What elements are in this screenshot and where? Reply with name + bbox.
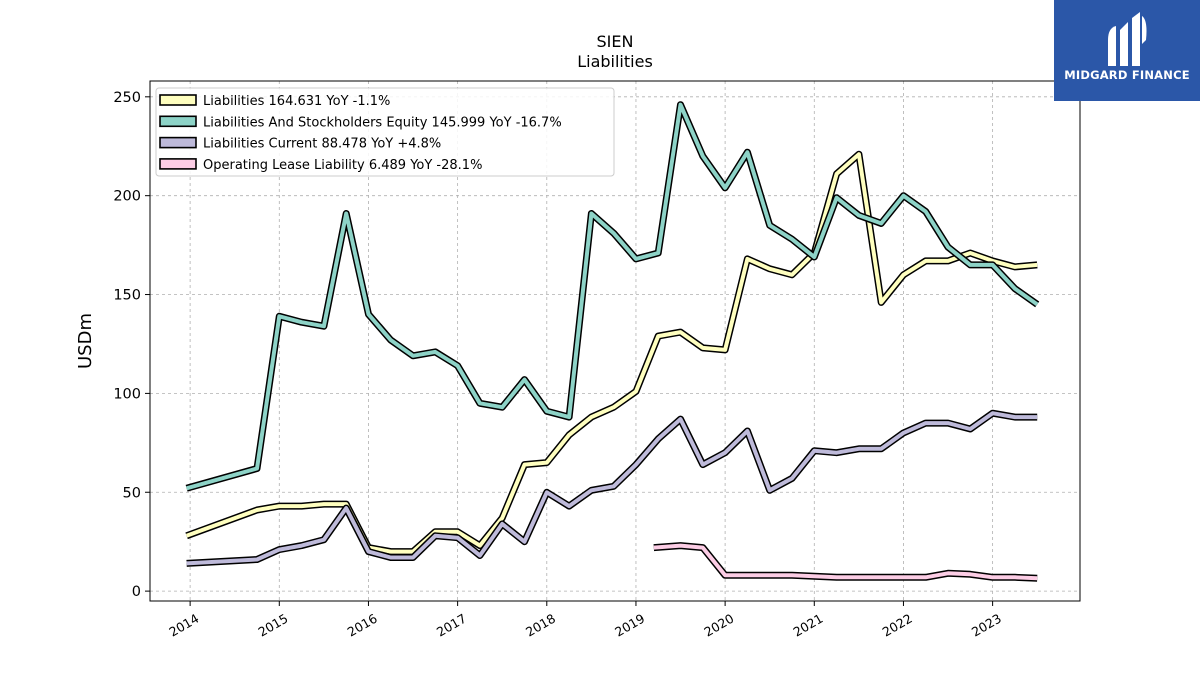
legend-entry: Operating Lease Liability 6.489 YoY -28.…: [203, 158, 482, 173]
legend-entry: Liabilities And Stockholders Equity 145.…: [203, 115, 562, 130]
series-layer: [185, 101, 1040, 582]
y-tick-label: 100: [113, 386, 141, 402]
legend-swatch: [159, 136, 197, 149]
series-line: [186, 102, 1039, 491]
x-tick-label: 2021: [791, 611, 826, 640]
x-tick-label: 2018: [523, 611, 558, 640]
y-tick-label: 0: [132, 584, 141, 600]
x-tick-label: 2022: [880, 611, 915, 640]
series-line: [653, 543, 1038, 581]
chart-title: SIEN: [597, 32, 634, 51]
x-tick-label: 2020: [701, 611, 736, 640]
legend-entry: Liabilities 164.631 YoY -1.1%: [203, 94, 390, 109]
legend-swatch: [159, 115, 197, 128]
legend-swatch: [159, 94, 197, 106]
x-tick-label: 2016: [345, 611, 380, 640]
y-axis-label: USDm: [75, 313, 96, 369]
x-tick-label: 2019: [612, 611, 647, 640]
logo-mark-icon: [1108, 12, 1147, 66]
y-tick-label: 250: [113, 90, 141, 106]
brand-logo: MIDGARD FINANCE: [1054, 0, 1200, 101]
x-tick-label: 2015: [256, 611, 291, 640]
x-tick-label: 2023: [969, 611, 1004, 640]
logo-text: MIDGARD FINANCE: [1064, 68, 1190, 82]
x-tick-label: 2014: [166, 611, 201, 640]
series-line-outline: [653, 542, 1038, 582]
plot-area-frame: [149, 80, 1081, 602]
series-line: [186, 411, 1038, 566]
y-tick-label: 200: [113, 189, 141, 205]
y-tick-label: 150: [113, 288, 141, 304]
x-tick-label: 2017: [434, 611, 469, 640]
legend-entry: Liabilities Current 88.478 YoY +4.8%: [203, 137, 441, 152]
y-tick-label: 50: [123, 485, 141, 501]
legend: Liabilities 164.631 YoY -1.1% Liabilities…: [155, 87, 615, 177]
chart-subtitle: Liabilities: [577, 52, 653, 71]
legend-box: [155, 87, 615, 177]
legend-swatch: [159, 158, 197, 170]
